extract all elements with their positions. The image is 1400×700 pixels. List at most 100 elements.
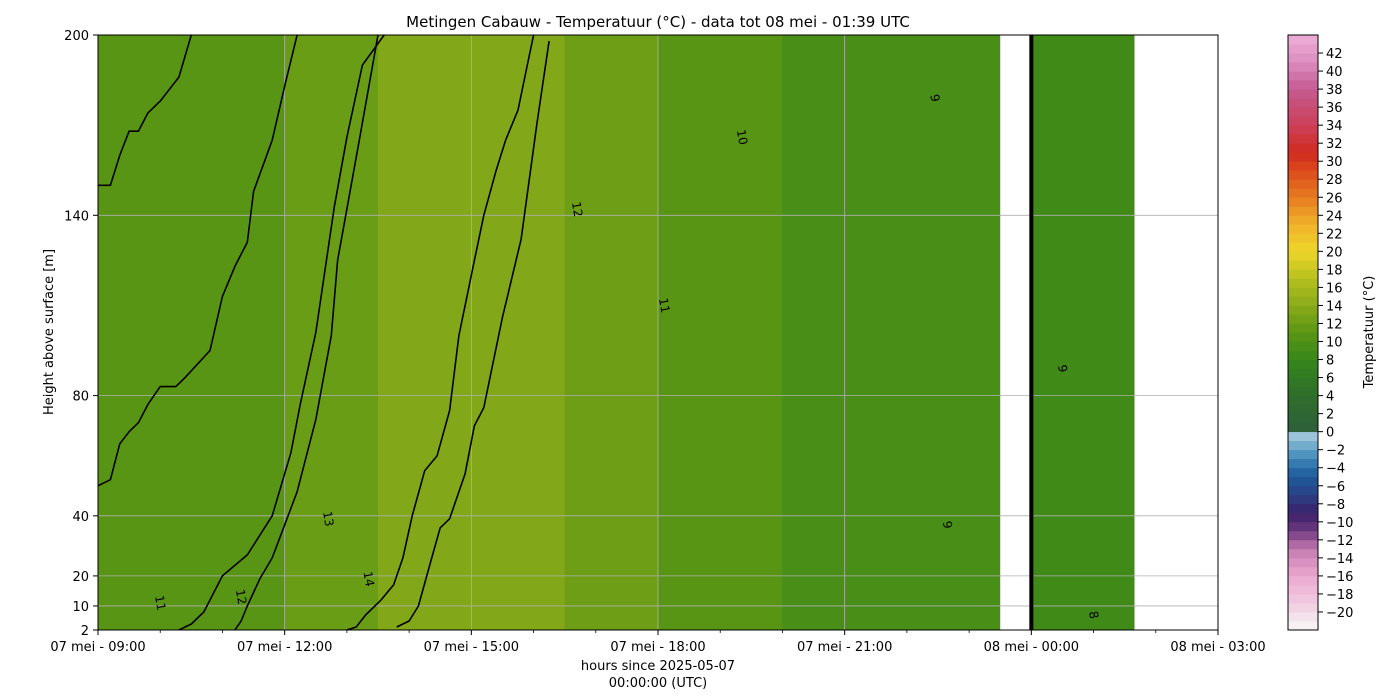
contour-label-8: 9 — [940, 520, 955, 530]
y-axis: 2 10 20 40 80 140 200 — [64, 29, 98, 639]
x-tick-label-0: 07 mei - 09:00 — [50, 640, 145, 655]
colorbar-cell — [1288, 404, 1318, 415]
colorbar-cell — [1288, 269, 1318, 279]
colorbar-cell — [1288, 71, 1318, 81]
colorbar-cell — [1288, 602, 1318, 613]
colorbar-cell — [1288, 188, 1318, 198]
colorbar-cell — [1288, 278, 1318, 288]
colorbar-cell — [1288, 125, 1318, 135]
colorbar-cell — [1288, 206, 1318, 216]
colorbar-cell — [1288, 440, 1318, 451]
colorbar-cell — [1288, 368, 1318, 378]
colorbar-cell — [1288, 44, 1318, 54]
contour-label-2: 13 — [320, 510, 336, 527]
x-tick-label-1: 07 mei - 12:00 — [237, 640, 332, 655]
temperature-band-3 — [564, 35, 659, 630]
colorbar-tick-label-3: −14 — [1326, 552, 1353, 567]
colorbar-cell — [1288, 62, 1318, 72]
y-tick-label-5: 140 — [64, 209, 89, 224]
colorbar-cell — [1288, 359, 1318, 369]
colorbar-cell — [1288, 557, 1318, 568]
colorbar-cell — [1288, 197, 1318, 207]
colorbar-cell — [1288, 620, 1318, 631]
y-tick-label-0: 2 — [81, 624, 89, 639]
colorbar-cells — [1288, 35, 1318, 631]
colorbar-cell — [1288, 332, 1318, 342]
colorbar-cell — [1288, 116, 1318, 126]
colorbar-cell — [1288, 179, 1318, 189]
contour-14-5 — [396, 40, 550, 628]
colorbar-cell — [1288, 35, 1318, 45]
colorbar-cell — [1288, 170, 1318, 180]
x-tick-label-6: 08 mei - 03:00 — [1170, 640, 1265, 655]
x-axis-label-line-1: hours since 2025-05-07 — [581, 659, 735, 674]
y-tick-label-1: 10 — [72, 600, 89, 615]
colorbar-tick-label-9: −2 — [1326, 444, 1345, 459]
colorbar-tick-label-30: 40 — [1326, 65, 1343, 80]
colorbar-tick-label-24: 28 — [1326, 173, 1343, 188]
colorbar-tick-label-6: −8 — [1326, 498, 1345, 513]
colorbar-tick-label-26: 32 — [1326, 137, 1343, 152]
colorbar-tick-label-22: 24 — [1326, 209, 1343, 224]
colorbar-cell — [1288, 152, 1318, 162]
x-axis-label-line-2: 00:00:00 (UTC) — [609, 676, 707, 691]
colorbar-cell — [1288, 98, 1318, 108]
colorbar-tick-label-4: −12 — [1326, 534, 1353, 549]
colorbar-tick-label-27: 34 — [1326, 119, 1343, 134]
colorbar-tick-label-29: 38 — [1326, 83, 1343, 98]
colorbar-tick-label-5: −10 — [1326, 516, 1353, 531]
chart-title: Metingen Cabauw - Temperatuur (°C) - dat… — [406, 13, 910, 31]
colorbar-cell — [1288, 53, 1318, 63]
contour-11-0 — [98, 35, 193, 187]
plot-area: 11 12 13 14 12 11 10 9 9 9 8 — [97, 34, 1219, 631]
colorbar-cell — [1288, 143, 1318, 153]
colorbar-cell — [1288, 242, 1318, 252]
contour-labels: 11 12 13 14 12 11 10 9 9 9 8 — [152, 93, 1101, 620]
colorbar-tick-label-21: 22 — [1326, 227, 1343, 242]
colorbar-tick-label-31: 42 — [1326, 47, 1343, 62]
temperature-band-0 — [98, 35, 286, 630]
x-tick-label-3: 07 mei - 18:00 — [610, 640, 705, 655]
contour-label-5: 11 — [656, 297, 672, 314]
colorbar-cell — [1288, 593, 1318, 604]
colorbar-cell — [1288, 350, 1318, 360]
data-gap-band — [1000, 35, 1032, 630]
colorbar-tick-label-10: 0 — [1326, 426, 1334, 441]
contour-label-10: 8 — [1086, 610, 1101, 620]
colorbar-cell — [1288, 449, 1318, 460]
colorbar-cell — [1288, 584, 1318, 595]
colorbar-cell — [1288, 503, 1318, 514]
colorbar-cell — [1288, 431, 1318, 442]
colorbar-tick-label-23: 26 — [1326, 191, 1343, 206]
colorbar-cell — [1288, 89, 1318, 99]
colorbar-cell — [1288, 395, 1318, 406]
colorbar-tick-label-14: 8 — [1326, 354, 1334, 369]
colorbar-cell — [1288, 287, 1318, 297]
contour-label-3: 14 — [360, 570, 376, 587]
colorbar-ticks: −20−18−16−14−12−10−8−6−4−202468101214161… — [1318, 47, 1353, 621]
colorbar-cell — [1288, 260, 1318, 270]
colorbar-tick-label-17: 14 — [1326, 299, 1343, 314]
colorbar-cell — [1288, 134, 1318, 144]
colorbar-tick-label-8: −4 — [1326, 462, 1345, 477]
contour-label-7: 9 — [927, 93, 942, 103]
colorbar-cell — [1288, 377, 1318, 387]
contour-label-6: 10 — [734, 128, 750, 145]
contour-11-1 — [98, 35, 298, 487]
colorbar-tick-label-11: 2 — [1326, 408, 1334, 423]
colorbar-cell — [1288, 296, 1318, 306]
colorbar: −20−18−16−14−12−10−8−6−4−202468101214161… — [1287, 34, 1377, 631]
colorbar-frame — [1287, 34, 1319, 631]
contour-11-2 — [178, 35, 385, 630]
colorbar-cell — [1288, 305, 1318, 315]
colorbar-tick-label-13: 6 — [1326, 372, 1334, 387]
colorbar-cell — [1288, 413, 1318, 424]
colorbar-tick-label-16: 12 — [1326, 317, 1343, 332]
colorbar-cell — [1288, 323, 1318, 333]
colorbar-cell — [1288, 458, 1318, 469]
x-tick-label-2: 07 mei - 15:00 — [424, 640, 519, 655]
y-tick-label-3: 40 — [72, 510, 89, 525]
contour-12-3 — [234, 35, 379, 630]
colorbar-cell — [1288, 341, 1318, 351]
